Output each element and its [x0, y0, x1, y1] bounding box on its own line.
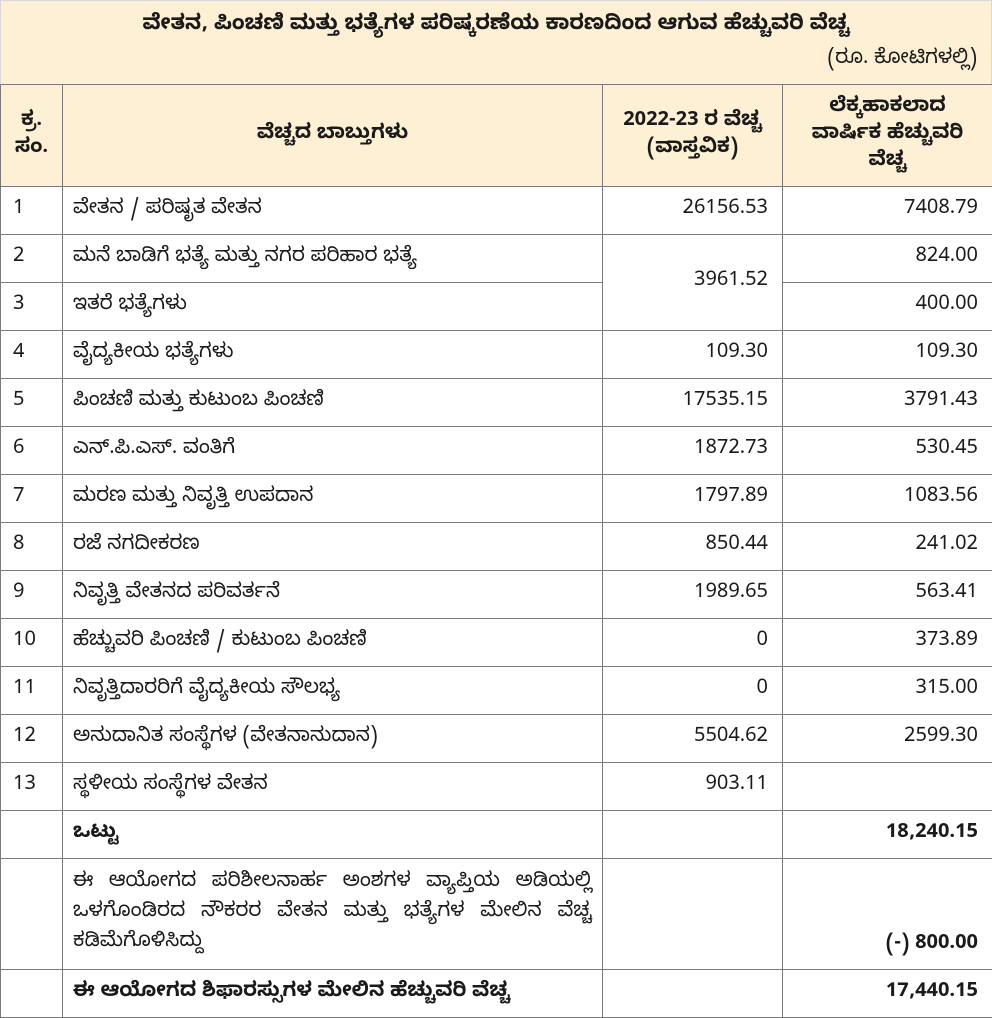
table-row: 2 ಮನೆ ಬಾಡಿಗೆ ಭತ್ಯೆ ಮತ್ತು ನಗರ ಪರಿಹಾರ ಭತ್ಯ… [1, 235, 992, 283]
cell-c2: 1083.56 [783, 475, 992, 523]
note-row: ಈ ಆಯೋಗದ ಪರಿಶೀಲನಾರ್ಹ ಅಂಶಗಳ ವ್ಯಾಪ್ತಿಯ ಅಡಿಯ… [1, 859, 992, 970]
header-row: ಕ್ರ. ಸಂ. ವೆಚ್ಚದ ಬಾಬ್ತುಗಳು 2022-23 ರ ವೆಚ್… [1, 85, 992, 187]
cell-item: ನಿವೃತ್ತಿದಾರರಿಗೆ ವೈದ್ಯಕೀಯ ಸೌಲಭ್ಯ [63, 667, 603, 715]
cell-c1: 5504.62 [603, 715, 783, 763]
cell-sn: 3 [1, 283, 63, 331]
cell-c2: 2599.30 [783, 715, 992, 763]
cell-c1: 0 [603, 667, 783, 715]
cell-item: ಮನೆ ಬಾಡಿಗೆ ಭತ್ಯೆ ಮತ್ತು ನಗರ ಪರಿಹಾರ ಭತ್ಯೆ [63, 235, 603, 283]
cell-item: ಇತರೆ ಭತ್ಯೆಗಳು [63, 283, 603, 331]
total-row: ಒಟ್ಟು 18,240.15 [1, 811, 992, 859]
header-sn: ಕ್ರ. ಸಂ. [1, 85, 63, 187]
cell-item: ಸ್ಥಳೀಯ ಸಂಸ್ಥೆಗಳ ವೇತನ [63, 763, 603, 811]
cell-c2: 400.00 [783, 283, 992, 331]
table-container: ವೇತನ, ಪಿಂಚಣಿ ಮತ್ತು ಭತ್ಯೆಗಳ ಪರಿಷ್ಕರಣೆಯ ಕಾ… [0, 0, 992, 1018]
table-row: 9 ನಿವೃತ್ತಿ ವೇತನದ ಪರಿವರ್ತನೆ 1989.65 563.4… [1, 571, 992, 619]
cell-c1 [603, 859, 783, 970]
header-item: ವೆಚ್ಚದ ಬಾಬ್ತುಗಳು [63, 85, 603, 187]
cell-c1: 17535.15 [603, 379, 783, 427]
cell-c1 [603, 970, 783, 1018]
cell-sn: 6 [1, 427, 63, 475]
cell-c1: 903.11 [603, 763, 783, 811]
cell-item: ವೈದ್ಯಕೀಯ ಭತ್ಯೆಗಳು [63, 331, 603, 379]
cell-c2: 315.00 [783, 667, 992, 715]
cell-c2: 373.89 [783, 619, 992, 667]
grand-total-row: ಈ ಆಯೋಗದ ಶಿಫಾರಸ್ಸುಗಳ ಮೇಲಿನ ಹೆಚ್ಚುವರಿ ವೆಚ್… [1, 970, 992, 1018]
header-c1: 2022-23 ರ ವೆಚ್ಚ (ವಾಸ್ತವಿಕ) [603, 85, 783, 187]
cell-sn [1, 970, 63, 1018]
cell-c2: 241.02 [783, 523, 992, 571]
cell-c1: 26156.53 [603, 187, 783, 235]
cell-c2: 109.30 [783, 331, 992, 379]
cell-c2: 563.41 [783, 571, 992, 619]
cell-sn: 10 [1, 619, 63, 667]
cell-sn: 4 [1, 331, 63, 379]
cell-c2: 3791.43 [783, 379, 992, 427]
table-row: 3 ಇತರೆ ಭತ್ಯೆಗಳು 400.00 [1, 283, 992, 331]
cell-c1: 1989.65 [603, 571, 783, 619]
cell-c2 [783, 763, 992, 811]
table-row: 11 ನಿವೃತ್ತಿದಾರರಿಗೆ ವೈದ್ಯಕೀಯ ಸೌಲಭ್ಯ 0 315… [1, 667, 992, 715]
table-row: 8 ರಜೆ ನಗದೀಕರಣ 850.44 241.02 [1, 523, 992, 571]
cell-c1: 1797.89 [603, 475, 783, 523]
grand-label: ಈ ಆಯೋಗದ ಶಿಫಾರಸ್ಸುಗಳ ಮೇಲಿನ ಹೆಚ್ಚುವರಿ ವೆಚ್… [63, 970, 603, 1018]
header-c2: ಲೆಕ್ಕಹಾಕಲಾದ ವಾರ್ಷಿಕ ಹೆಚ್ಚುವರಿ ವೆಚ್ಚ [783, 85, 992, 187]
cell-sn [1, 811, 63, 859]
cell-sn: 11 [1, 667, 63, 715]
table-row: 6 ಎನ್.ಪಿ.ಎಸ್. ವಂತಿಗೆ 1872.73 530.45 [1, 427, 992, 475]
cell-item: ನಿವೃತ್ತಿ ವೇತನದ ಪರಿವರ್ತನೆ [63, 571, 603, 619]
cell-sn: 2 [1, 235, 63, 283]
table-row: 13 ಸ್ಥಳೀಯ ಸಂಸ್ಥೆಗಳ ವೇತನ 903.11 [1, 763, 992, 811]
cell-item: ಮರಣ ಮತ್ತು ನಿವೃತ್ತಿ ಉಪದಾನ [63, 475, 603, 523]
cell-item: ಎನ್.ಪಿ.ಎಸ್. ವಂತಿಗೆ [63, 427, 603, 475]
grand-value: 17,440.15 [783, 970, 992, 1018]
table-row: 1 ವೇತನ / ಪರಿಷೃತ ವೇತನ 26156.53 7408.79 [1, 187, 992, 235]
total-value: 18,240.15 [783, 811, 992, 859]
note-text: ಈ ಆಯೋಗದ ಪರಿಶೀಲನಾರ್ಹ ಅಂಶಗಳ ವ್ಯಾಪ್ತಿಯ ಅಡಿಯ… [63, 859, 603, 970]
cell-sn: 8 [1, 523, 63, 571]
table-row: 4 ವೈದ್ಯಕೀಯ ಭತ್ಯೆಗಳು 109.30 109.30 [1, 331, 992, 379]
cell-item: ಹೆಚ್ಚುವರಿ ಪಿಂಚಣಿ / ಕುಟುಂಬ ಪಿಂಚಣಿ [63, 619, 603, 667]
cell-sn [1, 859, 63, 970]
table-row: 10 ಹೆಚ್ಚುವರಿ ಪಿಂಚಣಿ / ಕುಟುಂಬ ಪಿಂಚಣಿ 0 37… [1, 619, 992, 667]
cell-sn: 12 [1, 715, 63, 763]
table-title: ವೇತನ, ಪಿಂಚಣಿ ಮತ್ತು ಭತ್ಯೆಗಳ ಪರಿಷ್ಕರಣೆಯ ಕಾ… [0, 0, 992, 47]
unit-label: (ರೂ. ಕೋಟಿಗಳಲ್ಲಿ) [0, 47, 992, 84]
cell-c2: 530.45 [783, 427, 992, 475]
cell-c1 [603, 811, 783, 859]
cell-item: ಪಿಂಚಣಿ ಮತ್ತು ಕುಟುಂಬ ಪಿಂಚಣಿ [63, 379, 603, 427]
table-row: 7 ಮರಣ ಮತ್ತು ನಿವೃತ್ತಿ ಉಪದಾನ 1797.89 1083.… [1, 475, 992, 523]
cell-c1-merged: 3961.52 [603, 235, 783, 331]
cell-sn: 9 [1, 571, 63, 619]
cell-c2: 824.00 [783, 235, 992, 283]
cell-c2: 7408.79 [783, 187, 992, 235]
cell-c1: 109.30 [603, 331, 783, 379]
cell-sn: 13 [1, 763, 63, 811]
cell-item: ಅನುದಾನಿತ ಸಂಸ್ಥೆಗಳ (ವೇತನಾನುದಾನ) [63, 715, 603, 763]
cell-sn: 1 [1, 187, 63, 235]
table-row: 12 ಅನುದಾನಿತ ಸಂಸ್ಥೆಗಳ (ವೇತನಾನುದಾನ) 5504.6… [1, 715, 992, 763]
total-label: ಒಟ್ಟು [63, 811, 603, 859]
cell-sn: 5 [1, 379, 63, 427]
cell-c1: 1872.73 [603, 427, 783, 475]
note-value: (-) 800.00 [783, 859, 992, 970]
table-row: 5 ಪಿಂಚಣಿ ಮತ್ತು ಕುಟುಂಬ ಪಿಂಚಣಿ 17535.15 37… [1, 379, 992, 427]
cell-c1: 850.44 [603, 523, 783, 571]
cell-sn: 7 [1, 475, 63, 523]
cell-item: ವೇತನ / ಪರಿಷೃತ ವೇತನ [63, 187, 603, 235]
expenditure-table: ಕ್ರ. ಸಂ. ವೆಚ್ಚದ ಬಾಬ್ತುಗಳು 2022-23 ರ ವೆಚ್… [0, 84, 992, 1018]
cell-item: ರಜೆ ನಗದೀಕರಣ [63, 523, 603, 571]
cell-c1: 0 [603, 619, 783, 667]
